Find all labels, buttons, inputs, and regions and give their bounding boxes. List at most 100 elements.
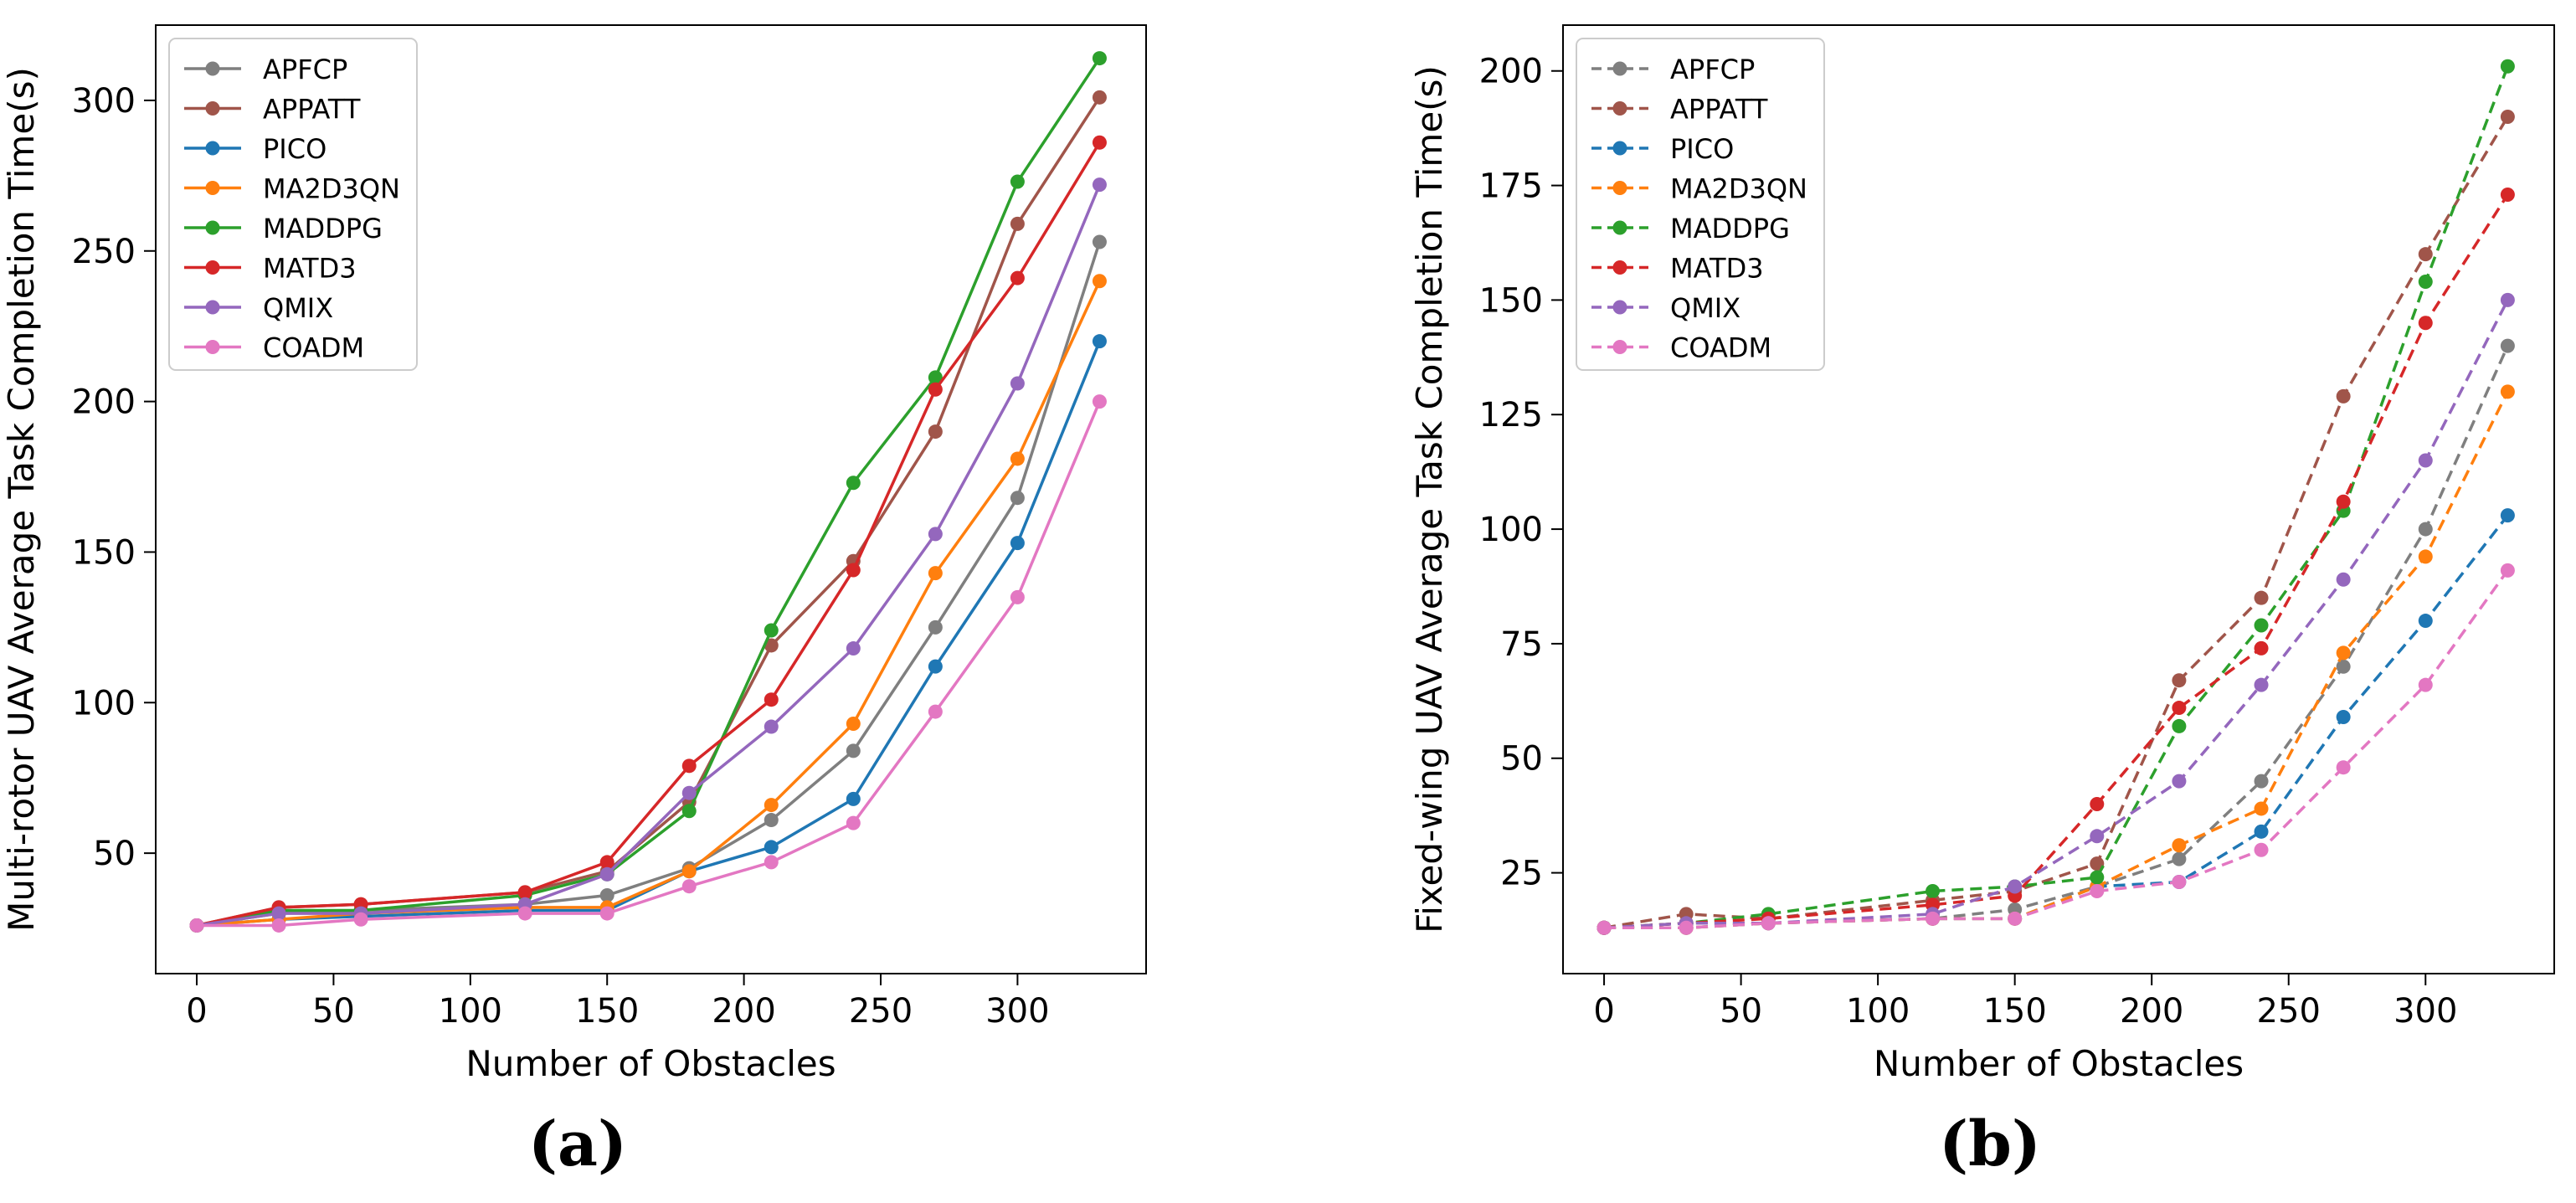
data-point-appatt (2500, 109, 2515, 124)
data-point-appatt (2172, 673, 2187, 688)
data-point-appatt (2336, 388, 2351, 404)
y-tick-label: 50 (1500, 740, 1543, 779)
data-point-apfcp (846, 743, 861, 758)
legend-marker-pico (1612, 141, 1627, 156)
data-point-coadm (189, 918, 204, 933)
x-tick-label: 50 (312, 992, 355, 1031)
legend-label-pico: PICO (1670, 133, 1734, 165)
legend-label-pico: PICO (263, 133, 326, 165)
y-tick-label: 200 (72, 383, 136, 422)
data-point-maddpg (1926, 883, 1941, 898)
legend-marker-qmix (205, 300, 220, 315)
data-point-apfcp (2418, 522, 2433, 537)
data-point-ma2d3qn (2254, 801, 2269, 816)
data-point-coadm (2500, 563, 2515, 578)
chart-a: 0 50 100 150 200 250 300 50 100 150 200 250 300 Numbe… (1, 24, 1147, 1180)
data-point-qmix (2254, 677, 2269, 692)
data-point-pico (764, 840, 779, 855)
data-point-pico (846, 791, 861, 806)
data-point-appatt (2254, 590, 2269, 605)
data-point-pico (1010, 536, 1025, 551)
data-point-maddpg (2254, 618, 2269, 633)
y-tick-label: 100 (72, 684, 136, 722)
y-tick-label: 50 (93, 835, 136, 873)
data-point-coadm (681, 879, 697, 894)
data-point-coadm (2090, 883, 2105, 898)
data-point-coadm (517, 906, 532, 921)
data-point-maddpg (2172, 718, 2187, 733)
y-tick-label: 200 (1479, 53, 1543, 91)
y-tick-label: 25 (1500, 855, 1543, 893)
y-tick-label: 250 (72, 233, 136, 271)
data-point-appatt (2418, 247, 2433, 262)
x-tick-label: 100 (1846, 992, 1910, 1031)
x-tick-label: 200 (712, 992, 775, 1031)
data-point-qmix (2172, 774, 2187, 789)
legend-marker-appatt (1612, 101, 1627, 116)
data-point-coadm (2336, 760, 2351, 775)
data-point-qmix (2418, 453, 2433, 468)
x-tick-label: 300 (2393, 992, 2457, 1031)
data-point-apfcp (2254, 774, 2269, 789)
x-tick-label: 300 (985, 992, 1049, 1031)
data-point-maddpg (681, 804, 697, 819)
legend-label-ma2d3qn: MA2D3QN (1670, 173, 1807, 205)
legend-label-coadm: COADM (1670, 332, 1771, 364)
data-point-maddpg (2418, 275, 2433, 290)
legend-label-appatt: APPATT (1670, 94, 1768, 126)
series-line-qmix (1603, 299, 2509, 930)
data-point-qmix (1010, 376, 1025, 391)
y-tick-label: 100 (1479, 511, 1543, 549)
data-point-apfcp (928, 619, 943, 635)
data-point-appatt (764, 638, 779, 653)
data-point-maddpg (846, 476, 861, 491)
legend-label-apfcp: APFCP (263, 54, 347, 85)
legend-marker-maddpg (1612, 220, 1627, 235)
data-point-coadm (1679, 920, 1694, 935)
data-point-ma2d3qn (1010, 451, 1025, 466)
legend-marker-qmix (1612, 300, 1627, 315)
data-point-matd3 (1092, 135, 1107, 150)
data-point-pico (1092, 334, 1107, 349)
legend-marker-pico (205, 141, 220, 156)
panel-caption: (a) (528, 1108, 627, 1180)
data-point-coadm (764, 855, 779, 870)
data-point-qmix (764, 719, 779, 734)
legend-box (168, 38, 418, 371)
data-point-ma2d3qn (2172, 838, 2187, 853)
data-point-ma2d3qn (846, 716, 861, 731)
data-point-ma2d3qn (2418, 549, 2433, 564)
data-point-coadm (2254, 842, 2269, 857)
data-point-ma2d3qn (2500, 384, 2515, 399)
data-point-ma2d3qn (764, 798, 779, 813)
data-point-matd3 (681, 758, 697, 774)
data-point-qmix (2500, 292, 2515, 307)
y-tick-label: 175 (1479, 167, 1543, 206)
data-point-matd3 (928, 382, 943, 397)
plot-frame (155, 24, 1147, 974)
legend-marker-matd3 (1612, 260, 1627, 275)
legend-marker-coadm (1612, 340, 1627, 354)
legend-marker-ma2d3qn (205, 181, 220, 195)
legend-marker-matd3 (205, 260, 220, 275)
data-point-apfcp (599, 887, 614, 902)
data-point-pico (2336, 709, 2351, 724)
legend-label-appatt: APPATT (263, 94, 361, 126)
plot-frame (1562, 24, 2555, 974)
data-point-appatt (2090, 856, 2105, 871)
data-point-coadm (2418, 677, 2433, 692)
legend-label-ma2d3qn: MA2D3QN (263, 173, 400, 205)
data-point-matd3 (2172, 701, 2187, 716)
x-tick-label: 250 (849, 992, 913, 1031)
data-point-ma2d3qn (1092, 274, 1107, 289)
data-point-pico (2500, 508, 2515, 523)
data-point-maddpg (928, 370, 943, 385)
data-point-coadm (846, 815, 861, 830)
legend-label-matd3: MATD3 (1670, 253, 1764, 285)
x-tick-label: 50 (1720, 992, 1762, 1031)
data-point-apfcp (2172, 851, 2187, 866)
legend-marker-ma2d3qn (1612, 181, 1627, 195)
data-point-maddpg (764, 623, 779, 638)
legend-label-qmix: QMIX (263, 292, 333, 324)
legend-marker-maddpg (205, 220, 220, 235)
